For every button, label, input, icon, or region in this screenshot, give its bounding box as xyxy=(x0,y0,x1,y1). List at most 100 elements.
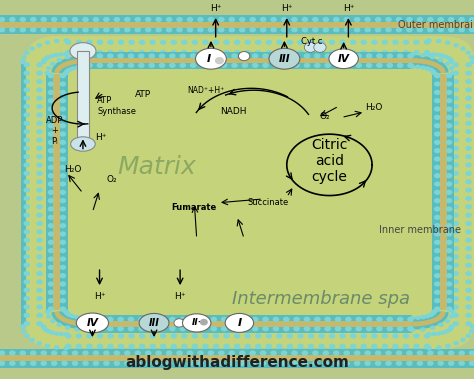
Circle shape xyxy=(59,73,66,78)
Circle shape xyxy=(128,63,134,68)
Circle shape xyxy=(159,63,165,68)
Circle shape xyxy=(64,38,69,43)
Circle shape xyxy=(138,317,145,322)
Circle shape xyxy=(148,63,155,68)
Text: NADH: NADH xyxy=(220,107,247,116)
Circle shape xyxy=(452,321,459,326)
Circle shape xyxy=(59,306,66,312)
Circle shape xyxy=(171,334,177,339)
Circle shape xyxy=(128,343,135,349)
Circle shape xyxy=(465,204,472,210)
Circle shape xyxy=(107,50,114,55)
Circle shape xyxy=(36,43,42,47)
Circle shape xyxy=(265,343,272,349)
Circle shape xyxy=(434,198,441,203)
Circle shape xyxy=(428,313,434,317)
Circle shape xyxy=(396,361,402,366)
Circle shape xyxy=(64,52,69,56)
Circle shape xyxy=(159,326,165,331)
Circle shape xyxy=(180,317,186,322)
Circle shape xyxy=(36,79,43,84)
Circle shape xyxy=(427,350,434,356)
Circle shape xyxy=(48,182,55,187)
Circle shape xyxy=(139,343,146,349)
Circle shape xyxy=(452,296,459,301)
Bar xyxy=(72,68,428,317)
Circle shape xyxy=(446,231,452,236)
Text: H⁺: H⁺ xyxy=(281,4,292,13)
Circle shape xyxy=(228,350,235,356)
Circle shape xyxy=(48,198,55,203)
Circle shape xyxy=(70,66,75,71)
Circle shape xyxy=(36,137,43,143)
Circle shape xyxy=(59,231,66,236)
Circle shape xyxy=(36,104,43,109)
Circle shape xyxy=(48,298,55,303)
Circle shape xyxy=(354,361,361,366)
Circle shape xyxy=(318,50,325,55)
Circle shape xyxy=(149,334,156,339)
Circle shape xyxy=(458,27,465,33)
Circle shape xyxy=(200,63,207,68)
Circle shape xyxy=(434,165,441,170)
Circle shape xyxy=(291,361,298,366)
Circle shape xyxy=(360,334,367,339)
Circle shape xyxy=(283,326,290,331)
Circle shape xyxy=(65,40,72,45)
Circle shape xyxy=(452,204,459,210)
Text: O₂: O₂ xyxy=(320,113,330,121)
Circle shape xyxy=(48,265,55,270)
Circle shape xyxy=(314,317,320,322)
Circle shape xyxy=(36,229,43,235)
Circle shape xyxy=(249,27,256,33)
Circle shape xyxy=(293,53,300,59)
Circle shape xyxy=(221,326,228,331)
Circle shape xyxy=(469,27,474,33)
Circle shape xyxy=(36,154,43,159)
Circle shape xyxy=(382,343,388,349)
Circle shape xyxy=(128,326,134,331)
Circle shape xyxy=(41,58,47,63)
Circle shape xyxy=(21,55,27,60)
Circle shape xyxy=(424,343,430,349)
Circle shape xyxy=(470,60,474,64)
Bar xyxy=(66,44,429,50)
Circle shape xyxy=(434,298,441,303)
Circle shape xyxy=(410,52,415,57)
Circle shape xyxy=(427,27,434,33)
Circle shape xyxy=(376,53,383,59)
Circle shape xyxy=(48,273,55,278)
Circle shape xyxy=(452,238,459,243)
Circle shape xyxy=(465,70,472,76)
Circle shape xyxy=(59,190,66,195)
Bar xyxy=(46,74,68,310)
Circle shape xyxy=(23,96,30,101)
Circle shape xyxy=(297,40,304,45)
Circle shape xyxy=(413,343,420,349)
Circle shape xyxy=(36,204,43,210)
Circle shape xyxy=(345,53,352,59)
Circle shape xyxy=(23,162,30,168)
Circle shape xyxy=(97,317,103,322)
Circle shape xyxy=(107,317,114,322)
Circle shape xyxy=(59,198,66,203)
Circle shape xyxy=(72,361,78,366)
Circle shape xyxy=(49,330,55,335)
Circle shape xyxy=(449,324,455,329)
Circle shape xyxy=(252,326,258,331)
Circle shape xyxy=(74,315,80,319)
Circle shape xyxy=(322,361,329,366)
Circle shape xyxy=(335,326,341,331)
Circle shape xyxy=(465,263,472,268)
Circle shape xyxy=(434,182,441,187)
Circle shape xyxy=(469,350,474,356)
Circle shape xyxy=(58,332,64,336)
Circle shape xyxy=(360,50,367,55)
Circle shape xyxy=(242,53,248,59)
Circle shape xyxy=(181,50,188,55)
Bar xyxy=(77,51,89,144)
Bar xyxy=(0,349,474,368)
Circle shape xyxy=(293,63,300,68)
Circle shape xyxy=(124,350,131,356)
Circle shape xyxy=(59,215,66,220)
